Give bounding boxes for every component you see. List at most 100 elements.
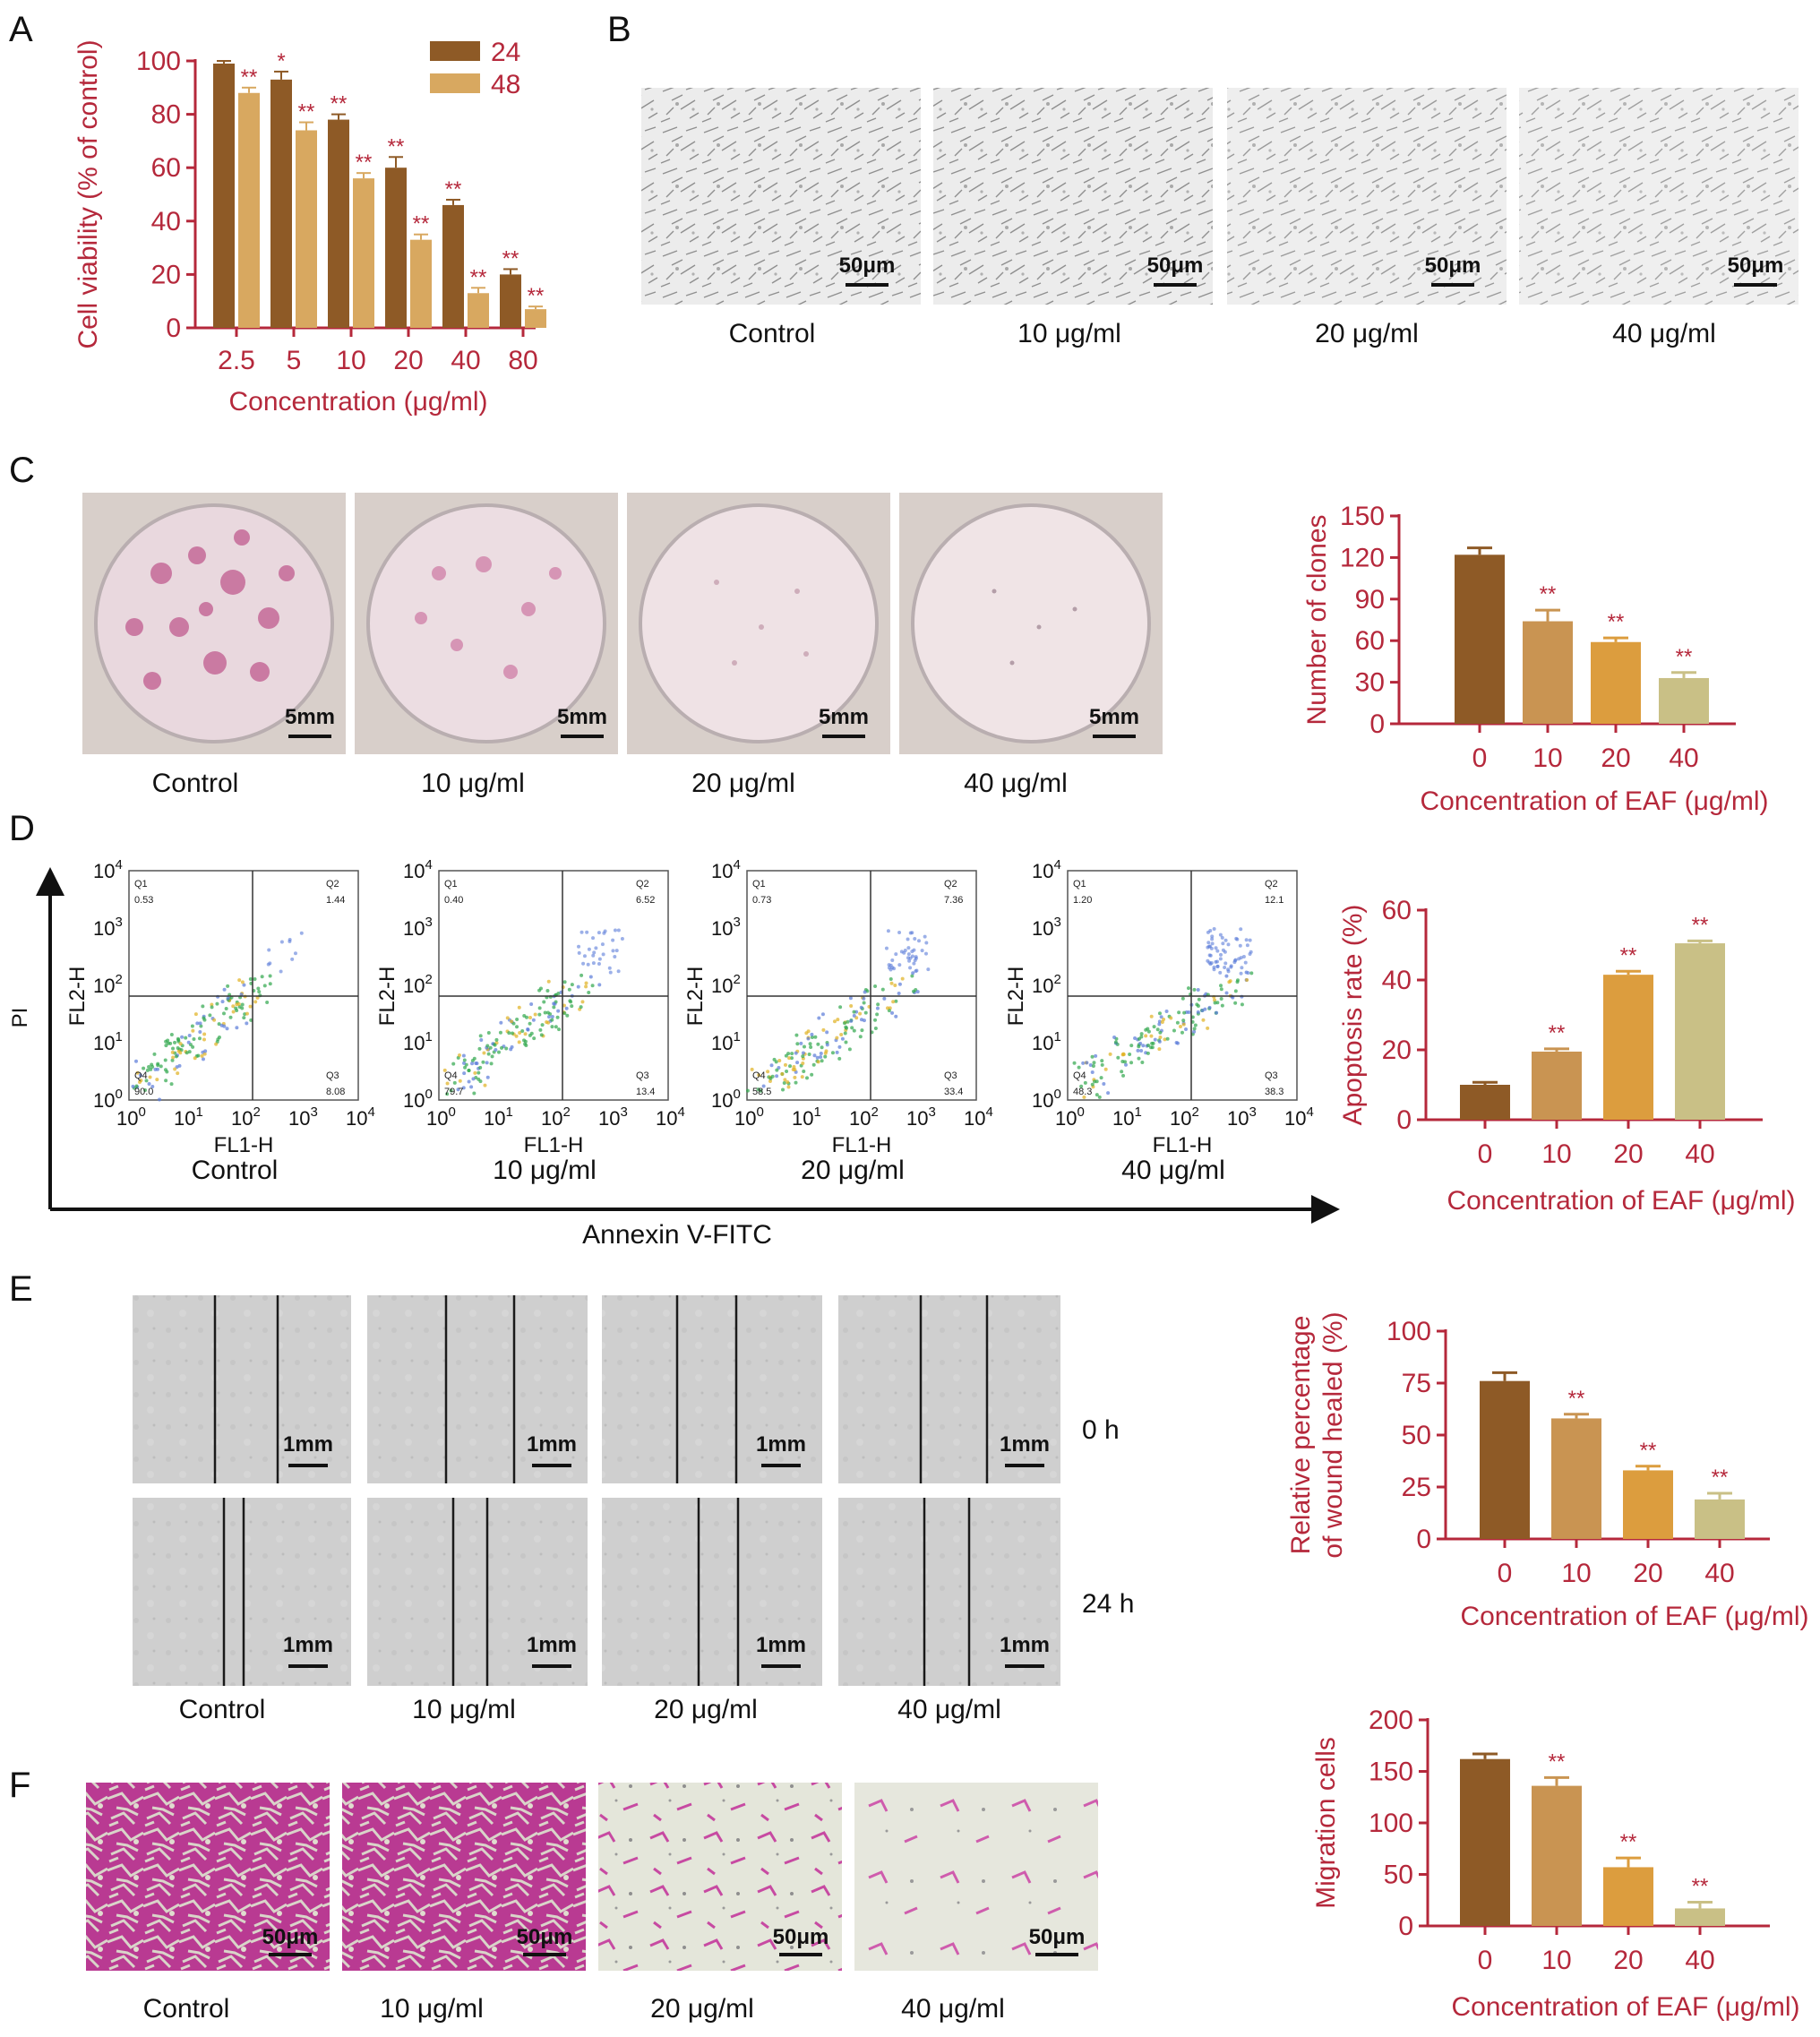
event-dot xyxy=(1157,1019,1162,1024)
event-dot xyxy=(1197,997,1201,1001)
y-tick-label: 0 xyxy=(1416,1525,1431,1554)
significance-mark: ** xyxy=(528,284,545,308)
event-dot xyxy=(256,986,261,991)
tick-base: 10 xyxy=(403,860,425,882)
tick-exponent: 3 xyxy=(733,915,740,930)
event-dot xyxy=(187,1050,192,1054)
event-dot xyxy=(859,1005,863,1010)
event-dot xyxy=(518,1030,522,1035)
y-tick-label: 101 xyxy=(403,1029,433,1054)
event-dot xyxy=(202,1037,206,1042)
scale-bar xyxy=(1093,735,1136,738)
event-dot xyxy=(517,1040,521,1044)
event-dot xyxy=(451,1061,456,1066)
event-dot xyxy=(193,1056,197,1061)
quadrant-name: Q4 xyxy=(752,1070,766,1081)
scale-bar xyxy=(1431,283,1474,287)
tick-base: 10 xyxy=(1227,1107,1249,1130)
flow-plot: Q10.40Q26.52Q313.4Q479.71001001011011021… xyxy=(375,857,685,1185)
bar-10 xyxy=(1523,621,1573,724)
event-dot xyxy=(505,1016,510,1020)
event-dot xyxy=(1187,986,1191,991)
significance-mark: ** xyxy=(1620,1830,1637,1854)
y-axis-label-line: Relative percentage xyxy=(1286,1316,1316,1555)
x-tick-label: 0 xyxy=(1478,1946,1493,1975)
event-dot xyxy=(875,1012,880,1017)
event-dot xyxy=(177,1063,182,1068)
event-dot xyxy=(757,1073,761,1078)
bar-20 xyxy=(1591,641,1641,724)
event-dot xyxy=(178,1051,183,1055)
micrograph-20 xyxy=(1227,88,1507,305)
event-dot xyxy=(197,1036,202,1041)
y-tick-label: 103 xyxy=(711,915,741,940)
event-dot xyxy=(889,977,893,982)
tick-base: 10 xyxy=(403,975,425,997)
scale-label: 5mm xyxy=(557,705,607,729)
event-dot xyxy=(220,1000,225,1004)
plot-y-label: FL2-H xyxy=(1004,967,1028,1027)
event-dot xyxy=(445,1092,450,1096)
event-dot xyxy=(849,1003,854,1008)
event-dot xyxy=(253,977,257,982)
y-tick-label: 102 xyxy=(403,972,433,997)
event-dot xyxy=(1137,1044,1141,1049)
event-dot xyxy=(800,1075,804,1079)
quadrant-value: 13.4 xyxy=(636,1087,655,1097)
event-dot xyxy=(193,1012,198,1017)
event-dot xyxy=(1220,1003,1224,1008)
event-dot xyxy=(198,1029,202,1034)
event-dot xyxy=(557,1027,562,1032)
event-dot xyxy=(794,1080,798,1085)
event-dot xyxy=(890,958,895,962)
event-dot xyxy=(477,1046,482,1051)
event-dot xyxy=(212,1018,217,1022)
event-dot xyxy=(843,1031,847,1036)
condition-label: Control xyxy=(179,1695,266,1724)
event-dot xyxy=(1210,941,1215,946)
quadrant-name: Q1 xyxy=(134,879,148,890)
event-dot xyxy=(1079,1084,1084,1088)
event-dot xyxy=(485,1044,490,1048)
event-dot xyxy=(794,1033,799,1037)
x-axis-label: Concentration of EAF (μg/ml) xyxy=(1451,1992,1799,2022)
event-dot xyxy=(139,1079,143,1083)
event-dot xyxy=(134,1059,139,1063)
event-dot xyxy=(1248,938,1252,942)
event-dot xyxy=(1175,1041,1180,1045)
scale-bar xyxy=(523,1953,566,1956)
y-axis-label-line: of wound healed (%) xyxy=(1318,1311,1348,1558)
event-dot xyxy=(217,1036,221,1040)
event-dot xyxy=(262,984,267,988)
quadrant-name: Q2 xyxy=(326,879,339,890)
event-dot xyxy=(570,1004,574,1009)
event-dot xyxy=(1093,1079,1097,1084)
event-dot xyxy=(471,1077,476,1081)
event-dot xyxy=(1196,1003,1200,1008)
event-dot xyxy=(524,1043,528,1047)
x-tick-label: 0 xyxy=(1478,1139,1493,1169)
culture-dish-20 xyxy=(639,503,879,743)
event-dot xyxy=(200,1053,204,1058)
event-dot xyxy=(785,1070,789,1074)
event-dot xyxy=(546,979,551,984)
micrograph-control xyxy=(641,88,921,305)
event-dot xyxy=(891,1000,896,1004)
scale-label: 1mm xyxy=(756,1633,806,1657)
y-tick-label: 25 xyxy=(1402,1473,1431,1502)
bar-40 xyxy=(1659,677,1709,724)
event-dot xyxy=(1152,1025,1156,1029)
event-dot xyxy=(467,1068,471,1072)
event-dot xyxy=(1146,1029,1151,1034)
event-dot xyxy=(805,1076,810,1080)
event-dot xyxy=(169,1032,174,1036)
event-dot xyxy=(1182,1010,1187,1015)
event-dot xyxy=(807,1052,811,1056)
event-dot xyxy=(1221,941,1225,946)
event-dot xyxy=(859,1018,863,1022)
event-dot xyxy=(848,996,853,1001)
event-dot xyxy=(1151,1041,1155,1045)
event-dot xyxy=(131,1084,135,1088)
wound-image xyxy=(367,1295,588,1483)
event-dot xyxy=(1249,971,1254,976)
